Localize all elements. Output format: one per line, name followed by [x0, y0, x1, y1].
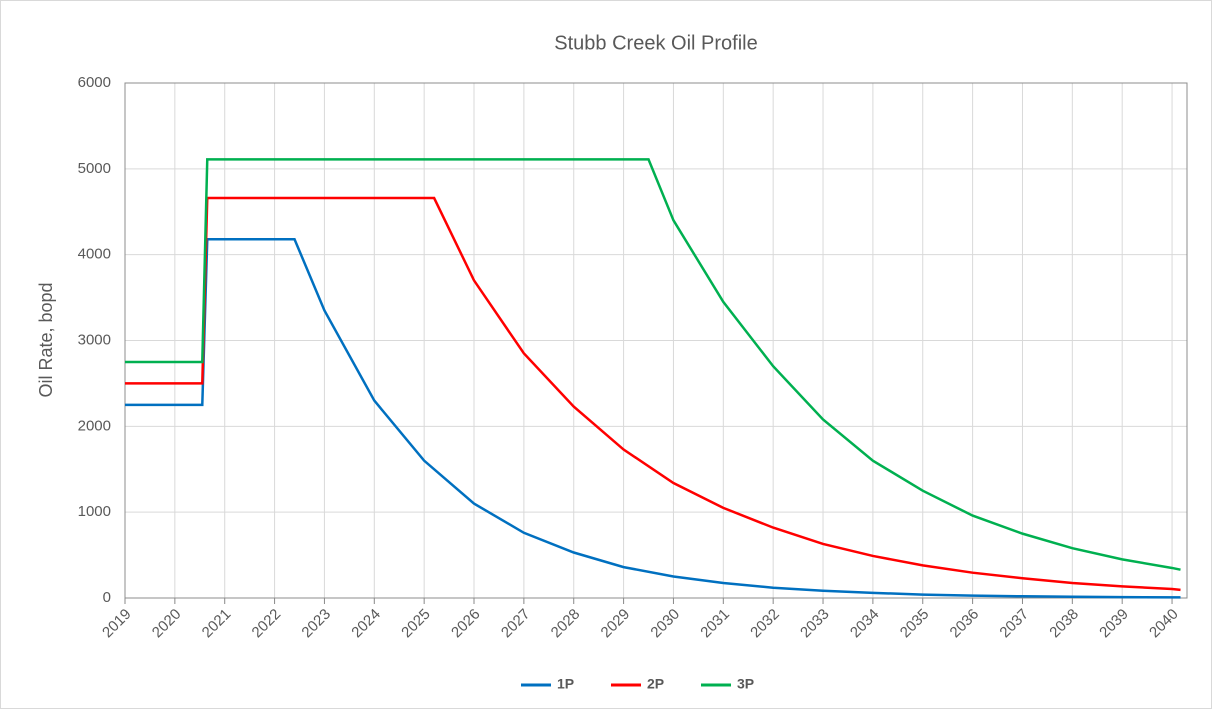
y-tick-label: 3000	[78, 331, 111, 348]
data-line	[125, 237, 1181, 599]
y-tick-label: 6000	[78, 74, 111, 91]
legend-label: 3P	[737, 676, 754, 692]
y-tick-label: 1000	[78, 503, 111, 520]
y-tick-label: 2000	[78, 417, 111, 434]
y-axis-label: Oil Rate, bopd	[36, 282, 56, 397]
y-tick-label: 4000	[78, 246, 111, 263]
data-line	[125, 158, 1181, 571]
legend-label: 1P	[557, 676, 574, 692]
y-tick-label: 0	[103, 589, 111, 606]
plot-border	[124, 82, 1188, 599]
chart-title: Stubb Creek Oil Profile	[554, 32, 757, 54]
y-tick-label: 5000	[78, 160, 111, 177]
legend-label: 2P	[647, 676, 664, 692]
data-line	[125, 196, 1181, 592]
